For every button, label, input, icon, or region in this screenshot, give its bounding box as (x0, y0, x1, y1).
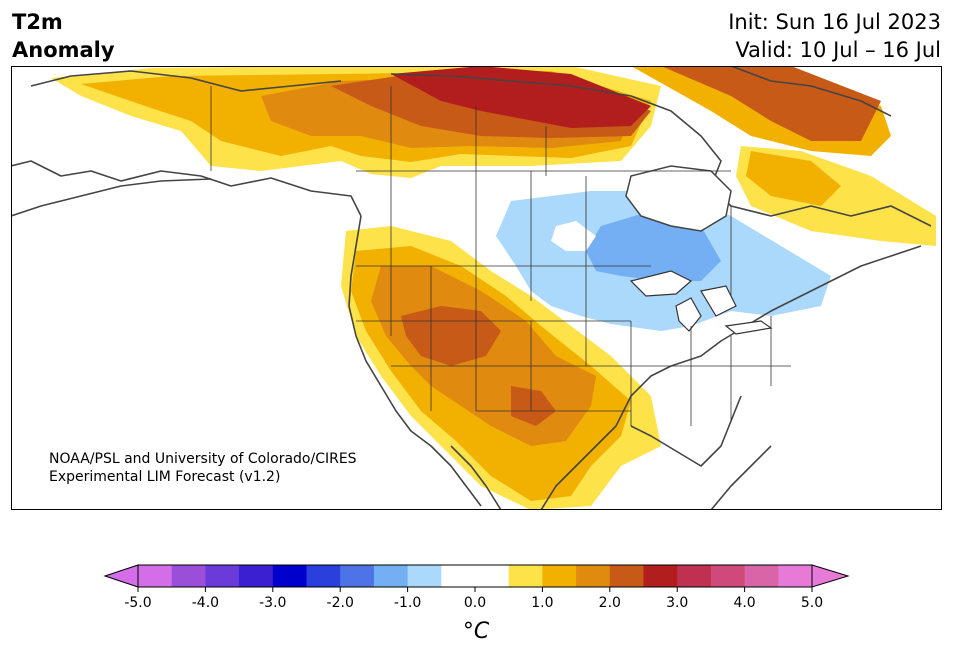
colorbar-tick-label: -4.0 (192, 595, 219, 611)
colorbar-cell (407, 565, 442, 587)
colorbar-cell (744, 565, 779, 587)
colorbar-cell (239, 565, 274, 587)
colorbar-cell (778, 565, 813, 587)
colorbar-tick-label: -5.0 (124, 595, 151, 611)
colorbar-cell (643, 565, 678, 587)
colorbar-tick-label: 0.0 (464, 595, 486, 611)
colorbar-cell (138, 565, 173, 587)
colorbar-cell (306, 565, 341, 587)
colorbar-tick-label: -2.0 (327, 595, 354, 611)
colorbar-tick-label: 4.0 (733, 595, 755, 611)
colorbar-cell (475, 565, 510, 587)
colorbar-cell (441, 565, 476, 587)
colorbar-tick-label: 2.0 (599, 595, 621, 611)
credit-line-1: NOAA/PSL and University of Colorado/CIRE… (49, 451, 357, 467)
coastlines (11, 66, 932, 510)
colorbar-cell (373, 565, 409, 587)
political-borders (210, 86, 791, 426)
valid-date: Valid: 10 Jul – 16 Jul (735, 38, 941, 62)
colorbar-tick-label: 1.0 (531, 595, 553, 611)
colorbar-cell (609, 565, 644, 587)
init-date: Init: Sun 16 Jul 2023 (728, 10, 941, 34)
colorbar-min-extend (103, 564, 139, 588)
colorbar-cell (171, 565, 206, 587)
colorbar-max-extend (811, 564, 850, 588)
credit-line-2: Experimental LIM Forecast (v1.2) (49, 469, 280, 485)
anomaly-map: NOAA/PSL and University of Colorado/CIRE… (11, 66, 942, 510)
great-lakes (629, 270, 773, 335)
colorbar-cell (340, 565, 375, 587)
colorbar-tick-label: 5.0 (801, 595, 823, 611)
hudson-bay (625, 165, 732, 232)
colorbar-cell (205, 565, 240, 587)
map-title: T2m Anomaly (12, 8, 115, 64)
anomaly-fill-west (341, 226, 661, 510)
colorbar-tick-label: 3.0 (666, 595, 688, 611)
colorbar-tick-label: -3.0 (259, 595, 286, 611)
colorbar-cell (710, 565, 746, 587)
forecast-dates: Init: Sun 16 Jul 2023 Valid: 10 Jul – 16… (728, 8, 941, 64)
anomaly-fill-north (51, 66, 936, 246)
colorbar-tick-label: -1.0 (394, 595, 421, 611)
title-type: Anomaly (12, 38, 115, 62)
colorbar-cells (137, 564, 813, 588)
title-variable: T2m (12, 10, 63, 34)
colorbar-cell (542, 565, 577, 587)
colorbar-unit: °C (463, 619, 490, 644)
colorbar: -5.0 -4.0 -3.0 -2.0 -1.0 0.0 1.0 2.0 3.0 4.0 5.0 °… (103, 564, 850, 644)
colorbar-ticks: -5.0 -4.0 -3.0 -2.0 -1.0 0.0 1.0 2.0 3.0 4.0 5.0 (124, 587, 823, 611)
colorbar-cell (272, 565, 307, 587)
colorbar-cell (576, 565, 611, 587)
colorbar-cell (677, 565, 712, 587)
colorbar-cell (508, 565, 543, 587)
